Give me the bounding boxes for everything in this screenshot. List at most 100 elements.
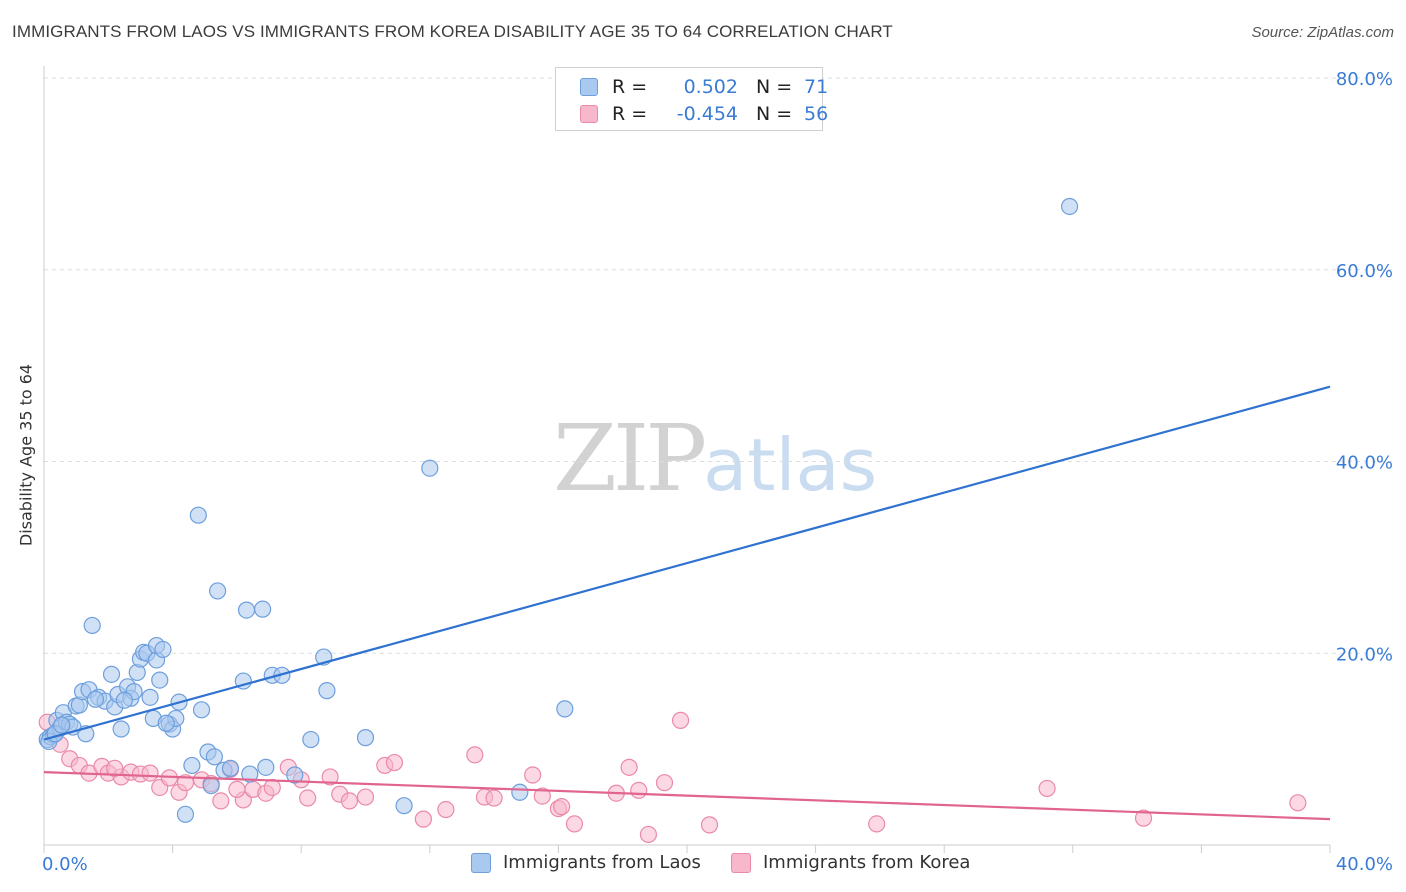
korea-point	[466, 746, 484, 764]
korea-point	[1038, 779, 1056, 798]
korea-point	[385, 753, 404, 772]
laos-legend-label: Immigrants from Laos	[503, 852, 701, 873]
x-tick-label: 40.0%	[1336, 854, 1393, 875]
korea-point	[524, 766, 542, 784]
korea-point	[437, 800, 455, 819]
laos-r-label: R =	[612, 76, 648, 98]
stats-legend: R = 0.502 N = 71 R = -0.454 N = 56	[555, 67, 828, 131]
laos-swatch	[580, 78, 598, 96]
laos-point	[176, 805, 195, 823]
legend-row-korea: R = -0.454 N = 56	[580, 102, 828, 126]
laos-point	[421, 459, 439, 477]
tick-labels: 20.0% 40.0% 60.0% 80.0% 0.0% 40.0%	[42, 69, 1393, 875]
laos-point	[556, 700, 574, 718]
laos-points	[38, 197, 1079, 823]
korea-point	[868, 815, 886, 833]
laos-point	[154, 640, 172, 659]
laos-point	[1060, 197, 1079, 216]
laos-point	[395, 797, 413, 815]
korea-n-value: 56	[804, 103, 829, 125]
legend-item-laos[interactable]: Immigrants from Laos	[471, 852, 701, 873]
laos-point	[511, 783, 529, 801]
korea-point	[228, 780, 246, 798]
korea-legend-label: Immigrants from Korea	[763, 852, 971, 873]
laos-point	[286, 766, 304, 784]
laos-point	[115, 691, 133, 709]
laos-point	[86, 690, 105, 708]
laos-point	[151, 671, 169, 689]
korea-point	[212, 792, 230, 810]
korea-point	[356, 788, 375, 806]
y-tick-label: 60.0%	[1336, 261, 1393, 282]
korea-point	[106, 759, 124, 777]
korea-point	[1289, 794, 1307, 812]
laos-point	[241, 765, 259, 783]
korea-point	[321, 768, 339, 786]
korea-point	[485, 789, 503, 807]
korea-n-label: N =	[756, 103, 793, 125]
laos-point	[202, 776, 220, 795]
laos-point	[141, 688, 159, 706]
y-tick-label: 20.0%	[1336, 644, 1393, 665]
laos-point	[192, 701, 211, 719]
x-tick-label: 0.0%	[42, 854, 88, 875]
watermark-zip: ZIP	[553, 405, 707, 512]
watermark-atlas: atlas	[703, 423, 878, 507]
laos-point	[102, 665, 121, 683]
korea-swatch	[580, 105, 598, 123]
korea-point	[655, 774, 674, 792]
laos-n-label: N =	[756, 76, 793, 98]
korea-legend-swatch	[731, 852, 751, 873]
source-credit: Source: ZipAtlas.com	[1251, 24, 1394, 41]
korea-points	[38, 711, 1307, 844]
laos-point	[112, 720, 130, 738]
legend-row-laos: R = 0.502 N = 71	[580, 75, 828, 99]
laos-point	[254, 600, 272, 618]
korea-point	[630, 781, 648, 799]
laos-point	[356, 729, 375, 747]
laos-point	[209, 582, 227, 600]
korea-point	[340, 792, 359, 810]
y-tick-label: 40.0%	[1336, 453, 1393, 474]
laos-point	[257, 758, 275, 776]
laos-r-value: 0.502	[683, 76, 738, 98]
korea-point	[553, 798, 571, 816]
laos-point	[157, 714, 175, 732]
korea-r-label: R =	[612, 103, 648, 125]
laos-point	[53, 716, 71, 734]
series-legend: Immigrants from Laos Immigrants from Kor…	[0, 852, 1406, 876]
watermark: ZIPatlas	[553, 405, 877, 512]
laos-point	[302, 730, 320, 749]
korea-point	[639, 825, 658, 844]
korea-point	[414, 810, 432, 828]
laos-point	[205, 748, 223, 766]
laos-legend-swatch	[471, 852, 491, 873]
chart-title: IMMIGRANTS FROM LAOS VS IMMIGRANTS FROM …	[12, 22, 893, 41]
y-tick-label: 80.0%	[1336, 69, 1393, 90]
korea-point	[533, 787, 551, 805]
laos-point	[318, 682, 336, 700]
korea-point	[263, 778, 281, 797]
laos-trend-line	[43, 385, 1331, 741]
y-axis-label: Disability Age 35 to 64	[16, 363, 36, 547]
axes	[43, 66, 1331, 853]
korea-point	[565, 815, 584, 833]
korea-point	[299, 789, 317, 807]
laos-point	[221, 759, 240, 777]
korea-r-value: -0.454	[676, 103, 738, 125]
korea-point	[700, 816, 719, 834]
korea-point	[141, 764, 159, 782]
laos-point	[237, 601, 256, 619]
laos-point	[83, 616, 101, 635]
legend-item-korea[interactable]: Immigrants from Korea	[731, 852, 970, 873]
korea-trend-line	[43, 771, 1331, 821]
korea-point	[671, 711, 690, 729]
laos-n-value: 71	[804, 76, 829, 98]
grid	[44, 77, 1392, 654]
trend-lines	[43, 385, 1331, 821]
laos-point	[189, 506, 207, 524]
korea-point	[620, 758, 638, 776]
korea-point	[1134, 809, 1153, 827]
laos-point	[183, 756, 201, 775]
